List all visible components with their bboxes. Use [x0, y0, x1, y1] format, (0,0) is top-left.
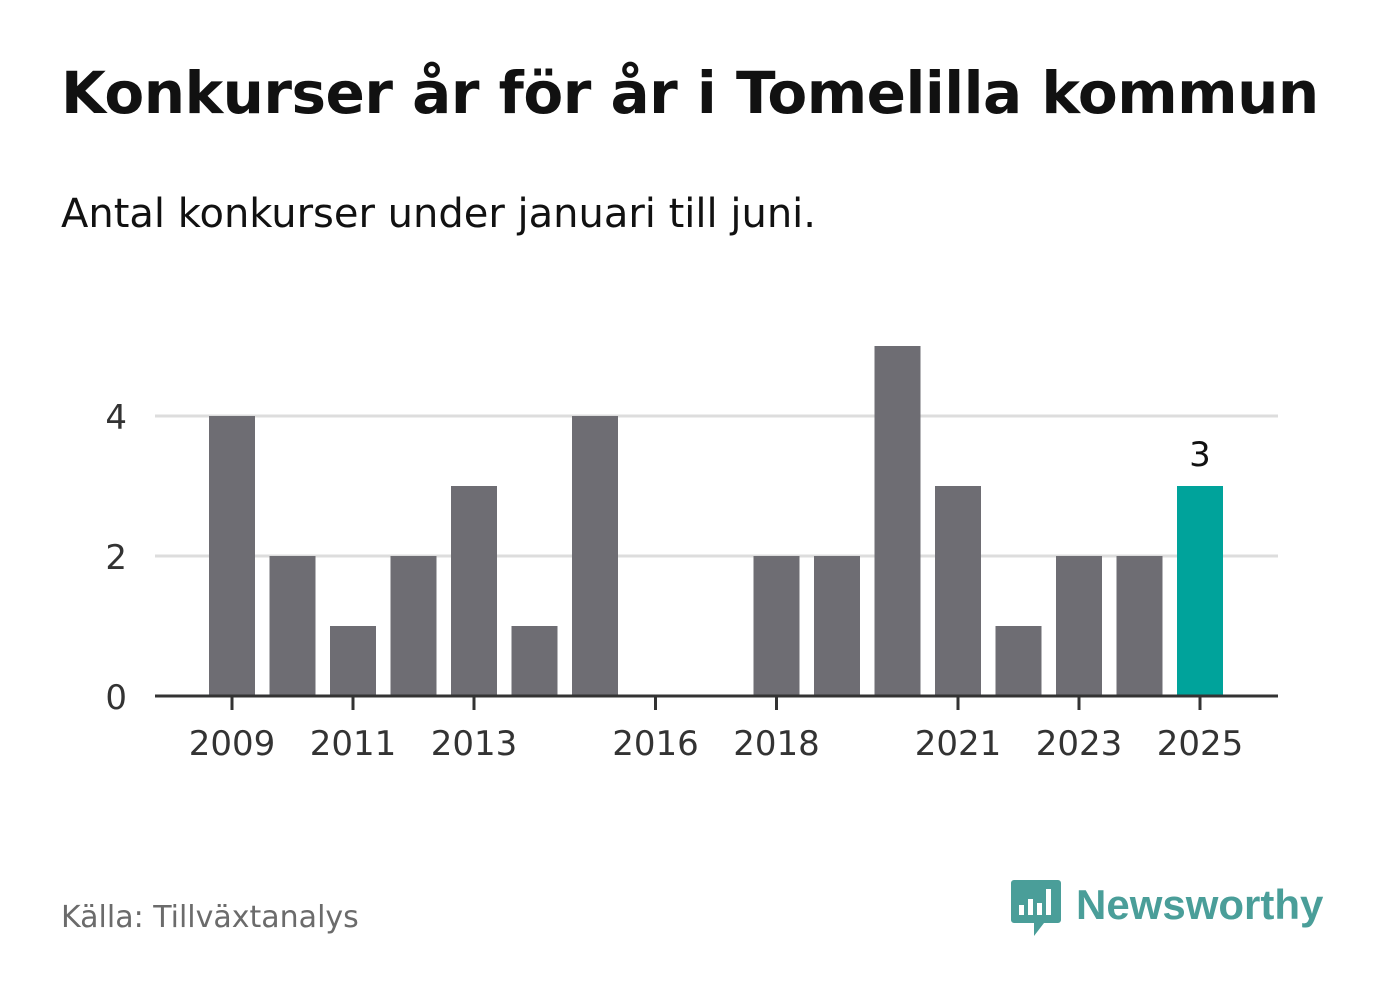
- bar: [1116, 556, 1163, 696]
- x-tick-label: 2013: [431, 724, 518, 764]
- brand-name: Newsworthy: [1076, 881, 1324, 928]
- bar: [995, 626, 1042, 696]
- bar: [935, 486, 981, 696]
- bars: [209, 346, 1223, 696]
- data-label: 3: [1189, 435, 1211, 475]
- bar: [451, 486, 497, 696]
- x-tick-label: 2011: [310, 724, 397, 764]
- bar: [209, 416, 255, 696]
- bar: [814, 556, 860, 696]
- bar: [269, 556, 316, 696]
- bar-highlight: [1177, 486, 1223, 696]
- bar: [874, 346, 921, 696]
- bar: [1056, 556, 1102, 696]
- source-note: Källa: Tillväxtanalys: [61, 900, 359, 935]
- chart-title: Konkurser år för år i Tomelilla kommun: [61, 59, 1319, 127]
- y-tick-label: 2: [105, 538, 127, 578]
- x-tick-label: 2009: [189, 724, 276, 764]
- newsworthy-logo: Newsworthy: [1010, 878, 1323, 938]
- x-tick-label: 2016: [612, 724, 699, 764]
- bar: [390, 556, 437, 696]
- x-tick-label: 2023: [1036, 724, 1123, 764]
- axes: [155, 694, 1278, 710]
- x-tick-label: 2025: [1157, 724, 1244, 764]
- bar: [330, 626, 376, 696]
- y-tick-label: 4: [105, 398, 127, 438]
- gridlines: [155, 414, 1278, 558]
- x-tick-label: 2021: [915, 724, 1002, 764]
- chart-subtitle: Antal konkurser under januari till juni.: [61, 191, 816, 237]
- y-tick-label: 0: [105, 678, 127, 718]
- x-tick-label: 2018: [733, 724, 820, 764]
- bar: [572, 416, 618, 696]
- bar: [753, 556, 800, 696]
- labels: 0 2 4 2009 2011 2013 2016 2018 2021 2023 2025 3: [105, 398, 1243, 764]
- bar-chart-speech-bubble-icon: [1011, 880, 1061, 936]
- bar: [511, 626, 558, 696]
